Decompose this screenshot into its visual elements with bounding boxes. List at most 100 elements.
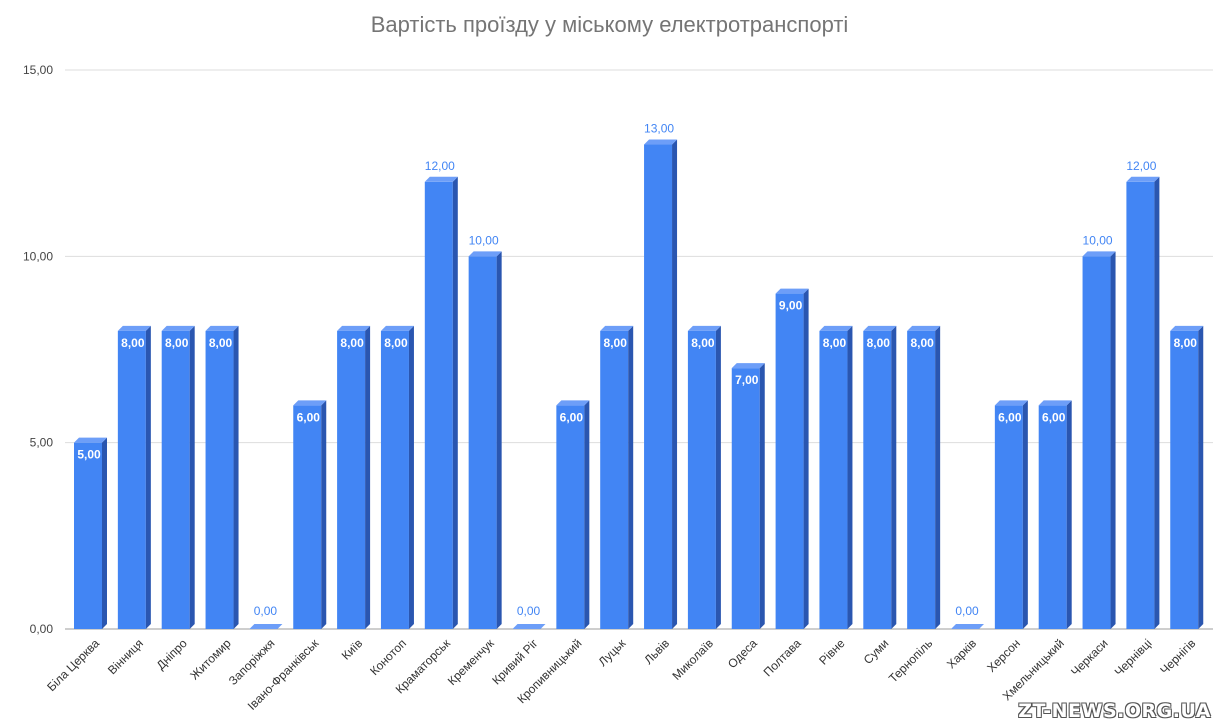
bar-side: [496, 251, 502, 630]
bar-side: [1154, 176, 1160, 630]
bar-front: [1170, 330, 1199, 629]
bar-top: [512, 624, 546, 629]
bar-side: [628, 325, 634, 629]
data-label: 6,00: [560, 410, 584, 424]
x-tick-label: Суми: [861, 636, 892, 667]
bar-front: [117, 330, 146, 629]
x-tick-label: Миколаїв: [669, 636, 716, 683]
bar-top: [1126, 176, 1160, 182]
bar-top: [775, 288, 809, 294]
bar: [687, 325, 721, 629]
x-tick-label: Кременчук: [445, 636, 497, 688]
x-tick-label: Тернопіль: [886, 636, 935, 685]
bar-front: [687, 330, 716, 629]
data-label: 13,00: [644, 122, 674, 136]
bar-top: [907, 325, 941, 331]
bar-side: [408, 325, 414, 629]
bars-layer: [74, 139, 1204, 630]
bar-front: [337, 330, 366, 629]
bar-side: [1066, 400, 1072, 629]
bar-top: [687, 325, 721, 331]
bar-top: [951, 624, 984, 629]
bar: [117, 325, 151, 629]
bar: [600, 325, 634, 629]
data-label: 8,00: [823, 336, 847, 350]
x-tick-label: Черкаси: [1068, 636, 1111, 679]
bar: [1126, 176, 1160, 630]
bar: [1170, 325, 1204, 629]
bar: [907, 325, 941, 629]
x-tick-label: Рівне: [816, 636, 848, 668]
bar-front: [205, 330, 234, 629]
x-tick-label: Луцьк: [596, 636, 629, 669]
bar-front: [424, 181, 453, 630]
bar: [863, 325, 897, 629]
x-tick-label: Вінниця: [105, 636, 146, 677]
bar: [731, 363, 765, 629]
bar: [468, 251, 502, 630]
bar-top: [1038, 400, 1072, 406]
bar: [293, 400, 327, 629]
bar-top: [117, 325, 151, 331]
bar-side: [102, 437, 107, 629]
x-tick-label: Львів: [641, 636, 672, 667]
data-label: 8,00: [121, 336, 145, 350]
data-label: 8,00: [691, 336, 715, 350]
bar-front: [293, 405, 322, 629]
data-label: 8,00: [209, 336, 233, 350]
data-label: 8,00: [1174, 336, 1198, 350]
x-tick-label: Полтава: [761, 636, 804, 679]
bar-top: [205, 325, 239, 331]
bar-top: [74, 437, 107, 443]
data-label: 5,00: [77, 448, 101, 462]
data-label: 0,00: [955, 604, 979, 618]
data-label: 8,00: [384, 336, 408, 350]
bar: [1082, 251, 1116, 630]
bar-top: [380, 325, 414, 331]
bar: [819, 325, 853, 629]
bar-side: [891, 325, 897, 629]
chart-title: Вартість проїзду у міському електротранс…: [370, 12, 849, 37]
watermark: ZT-NEWS.ORG.UA: [1018, 700, 1211, 722]
bar-top: [468, 251, 502, 257]
bar-top: [863, 325, 897, 331]
bar-side: [672, 139, 678, 630]
bar-top: [293, 400, 327, 406]
bar-side: [935, 325, 941, 629]
x-tick-label: Одеса: [725, 636, 760, 671]
data-label: 8,00: [604, 336, 628, 350]
y-tick-label: 5,00: [30, 436, 54, 450]
data-label: 10,00: [469, 233, 499, 247]
bar-top: [556, 400, 590, 406]
bar-front: [775, 293, 804, 629]
data-label: 12,00: [425, 159, 455, 173]
bar-front: [380, 330, 409, 629]
bar-side: [759, 363, 765, 629]
y-tick-label: 0,00: [30, 622, 54, 636]
bar: [994, 400, 1028, 629]
bar-top: [249, 624, 283, 629]
bar: [775, 288, 809, 629]
data-label: 0,00: [254, 604, 278, 618]
bar-front: [863, 330, 892, 629]
bar-side: [847, 325, 853, 629]
bar-top: [600, 325, 634, 331]
bar-front: [1038, 405, 1067, 629]
bar-side: [715, 325, 721, 629]
bar: [644, 139, 678, 630]
bar-side: [1110, 251, 1116, 630]
bar: [424, 176, 458, 630]
x-tick-label: Біла Церква: [44, 636, 102, 694]
bar-front: [994, 405, 1023, 629]
bar: [205, 325, 239, 629]
bar-front: [1126, 181, 1155, 630]
bar-front: [600, 330, 629, 629]
bar-front: [907, 330, 936, 629]
bar-front: [468, 256, 497, 629]
bar-front: [731, 368, 760, 629]
y-tick-label: 10,00: [23, 249, 53, 263]
bar-side: [1022, 400, 1028, 629]
bar-side: [1198, 325, 1204, 629]
data-label: 7,00: [735, 373, 759, 387]
